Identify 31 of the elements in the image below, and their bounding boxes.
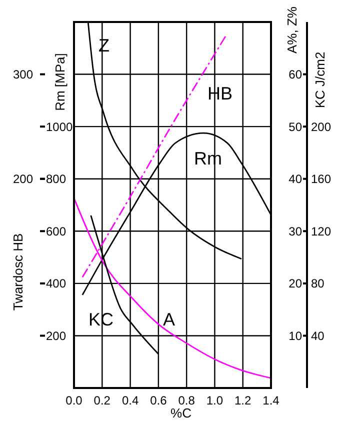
x-axis-title: %C <box>170 406 192 421</box>
series-label: A <box>162 309 176 330</box>
x-tick-label: 1.2 <box>234 394 252 408</box>
y2-tick-label: 400 <box>46 276 66 291</box>
y-tick-label: 200 <box>311 120 332 134</box>
y2-tick-label: 600 <box>46 224 66 238</box>
y-axis-title: Twardosc HB <box>10 233 26 311</box>
y2-tick-label: 800 <box>46 172 66 186</box>
x-tick-label: 0.0 <box>66 394 83 408</box>
y3-tick-label: 10 <box>288 328 302 343</box>
x-tick-label: 0.8 <box>178 394 196 408</box>
x-tick-label: 0.2 <box>94 394 111 408</box>
y3-tick-label: 30 <box>288 224 302 238</box>
x-tick-label: 1.0 <box>206 394 224 408</box>
y3-tick-label: 50 <box>288 120 302 134</box>
y-tick-label: 40 <box>311 328 325 343</box>
y3-tick-label: 60 <box>288 67 302 82</box>
x-tick-label: 0.4 <box>122 394 139 408</box>
y-axis-title: KC J/cm2 <box>312 52 328 108</box>
y-tick-label: 160 <box>311 172 332 186</box>
y-tick-label: 120 <box>311 224 332 238</box>
x-tick-label: 1.4 <box>262 394 280 408</box>
y2-tick-label: 1000 <box>46 120 74 134</box>
y2-axis-title: Rm [MPa] <box>52 53 68 111</box>
y-tick-label: 300 <box>12 67 34 82</box>
x-tick-label: 0.6 <box>150 394 168 408</box>
y3-axis-title: A%, Z% <box>284 6 300 54</box>
y2-tick-label: 200 <box>46 328 66 343</box>
y3-tick-label: 40 <box>288 172 302 186</box>
y3-tick-label: 20 <box>288 276 302 291</box>
y-tick-label: 80 <box>311 276 325 291</box>
